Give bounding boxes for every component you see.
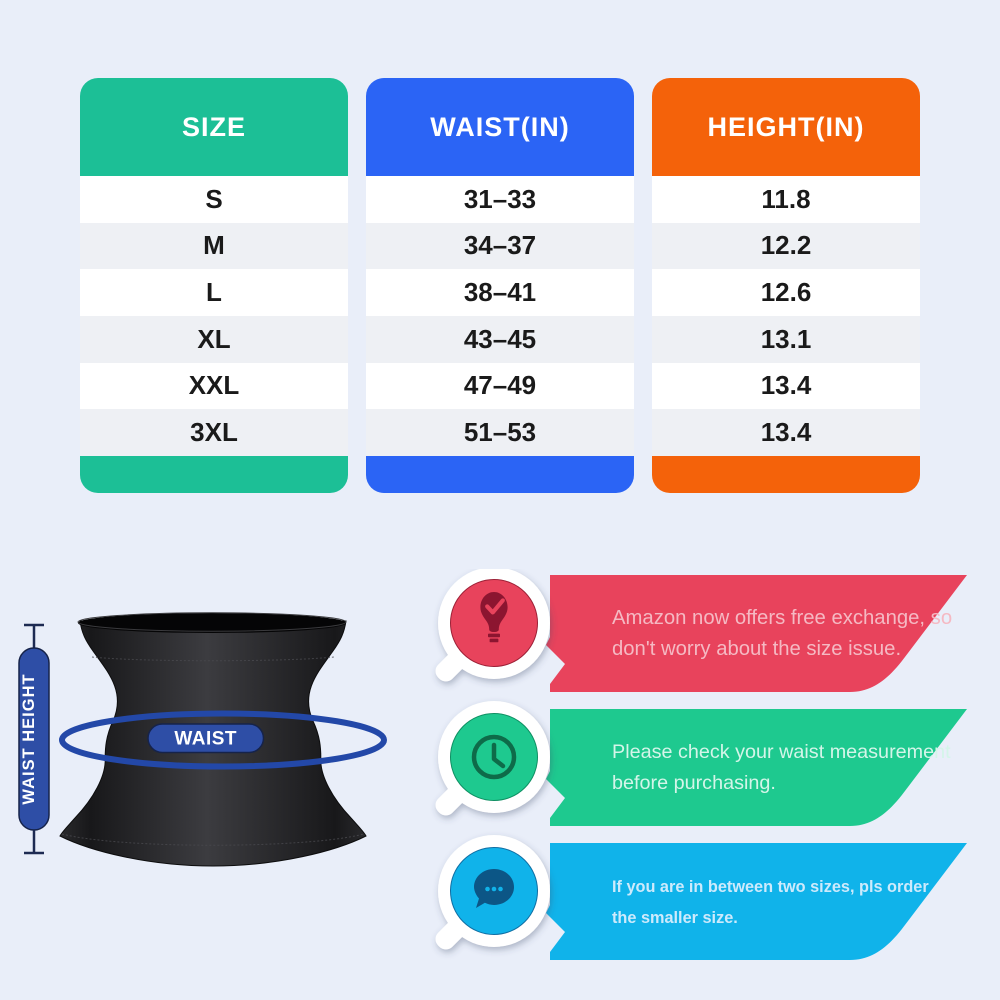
svg-text:don't worry about the size iss: don't worry about the size issue.: [612, 638, 901, 660]
svg-text:Please check your waist measur: Please check your waist measurement: [612, 741, 951, 763]
svg-text:before purchasing.: before purchasing.: [612, 772, 776, 794]
svg-text:WAIST: WAIST: [174, 728, 237, 749]
svg-text:If you are in between two size: If you are in between two sizes, pls ord…: [612, 878, 929, 896]
svg-text:the smaller size.: the smaller size.: [612, 909, 738, 927]
svg-text:Amazon now offers free exchang: Amazon now offers free exchange, so: [612, 607, 952, 629]
svg-text:WAIST HEIGHT: WAIST HEIGHT: [20, 673, 38, 804]
